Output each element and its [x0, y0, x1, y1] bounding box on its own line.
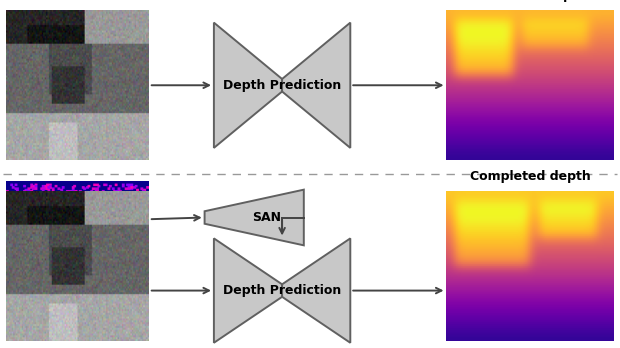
Text: Depth Prediction: Depth Prediction — [223, 79, 341, 92]
Polygon shape — [282, 238, 350, 343]
Polygon shape — [214, 23, 282, 148]
Text: SAN: SAN — [252, 211, 281, 224]
Polygon shape — [282, 23, 350, 148]
Text: Predicted depth: Predicted depth — [474, 0, 587, 2]
Polygon shape — [214, 238, 282, 343]
Text: Completed depth: Completed depth — [470, 170, 590, 183]
Text: Depth Prediction: Depth Prediction — [223, 284, 341, 297]
Polygon shape — [205, 190, 304, 245]
